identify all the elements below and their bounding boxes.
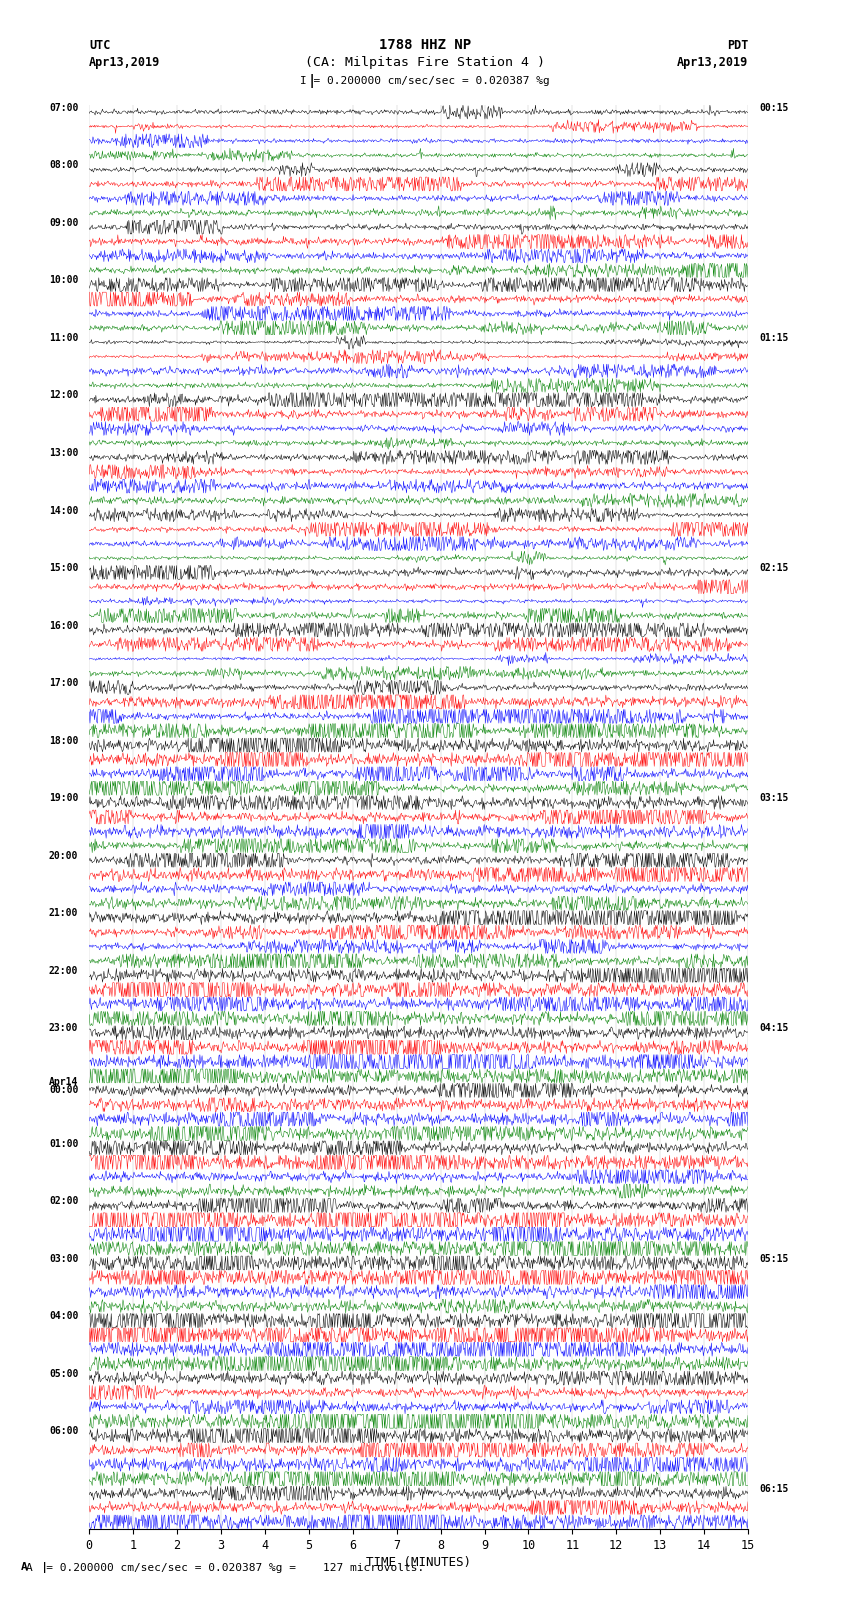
Text: 20:00: 20:00 xyxy=(49,850,78,861)
Text: 23:00: 23:00 xyxy=(49,1024,78,1034)
Text: PDT: PDT xyxy=(727,39,748,52)
Text: 08:00: 08:00 xyxy=(49,160,78,171)
Text: 00:15: 00:15 xyxy=(759,103,788,113)
Text: (CA: Milpitas Fire Station 4 ): (CA: Milpitas Fire Station 4 ) xyxy=(305,56,545,69)
Text: UTC: UTC xyxy=(89,39,110,52)
Text: Apr14: Apr14 xyxy=(49,1077,78,1087)
Text: Apr13,2019: Apr13,2019 xyxy=(677,56,748,69)
Text: 17:00: 17:00 xyxy=(49,677,78,689)
Text: 13:00: 13:00 xyxy=(49,448,78,458)
Text: 06:15: 06:15 xyxy=(759,1484,788,1494)
Text: 06:00: 06:00 xyxy=(49,1426,78,1436)
Text: 22:00: 22:00 xyxy=(49,966,78,976)
Text: 04:15: 04:15 xyxy=(759,1024,788,1034)
Text: 01:00: 01:00 xyxy=(49,1139,78,1148)
Text: I = 0.200000 cm/sec/sec = 0.020387 %g: I = 0.200000 cm/sec/sec = 0.020387 %g xyxy=(300,76,550,85)
Text: 1788 HHZ NP: 1788 HHZ NP xyxy=(379,39,471,52)
Text: 01:15: 01:15 xyxy=(759,332,788,344)
Text: 05:00: 05:00 xyxy=(49,1369,78,1379)
X-axis label: TIME (MINUTES): TIME (MINUTES) xyxy=(366,1557,471,1569)
Text: 09:00: 09:00 xyxy=(49,218,78,227)
Text: 05:15: 05:15 xyxy=(759,1253,788,1263)
Text: A  = 0.200000 cm/sec/sec = 0.020387 %g =    127 microvolts.: A = 0.200000 cm/sec/sec = 0.020387 %g = … xyxy=(26,1563,424,1573)
Text: 18:00: 18:00 xyxy=(49,736,78,745)
Text: Apr13,2019: Apr13,2019 xyxy=(89,56,161,69)
Text: A  |: A | xyxy=(21,1563,48,1573)
Text: 02:00: 02:00 xyxy=(49,1197,78,1207)
Text: 00:00: 00:00 xyxy=(49,1084,78,1095)
Text: 15:00: 15:00 xyxy=(49,563,78,573)
Text: 04:00: 04:00 xyxy=(49,1311,78,1321)
Text: 10:00: 10:00 xyxy=(49,276,78,286)
Text: |: | xyxy=(308,74,316,87)
Text: 14:00: 14:00 xyxy=(49,505,78,516)
Text: 19:00: 19:00 xyxy=(49,794,78,803)
Text: 02:15: 02:15 xyxy=(759,563,788,573)
Text: 03:00: 03:00 xyxy=(49,1253,78,1263)
Text: 16:00: 16:00 xyxy=(49,621,78,631)
Text: 07:00: 07:00 xyxy=(49,103,78,113)
Text: 11:00: 11:00 xyxy=(49,332,78,344)
Text: 03:15: 03:15 xyxy=(759,794,788,803)
Text: 21:00: 21:00 xyxy=(49,908,78,918)
Text: 12:00: 12:00 xyxy=(49,390,78,400)
